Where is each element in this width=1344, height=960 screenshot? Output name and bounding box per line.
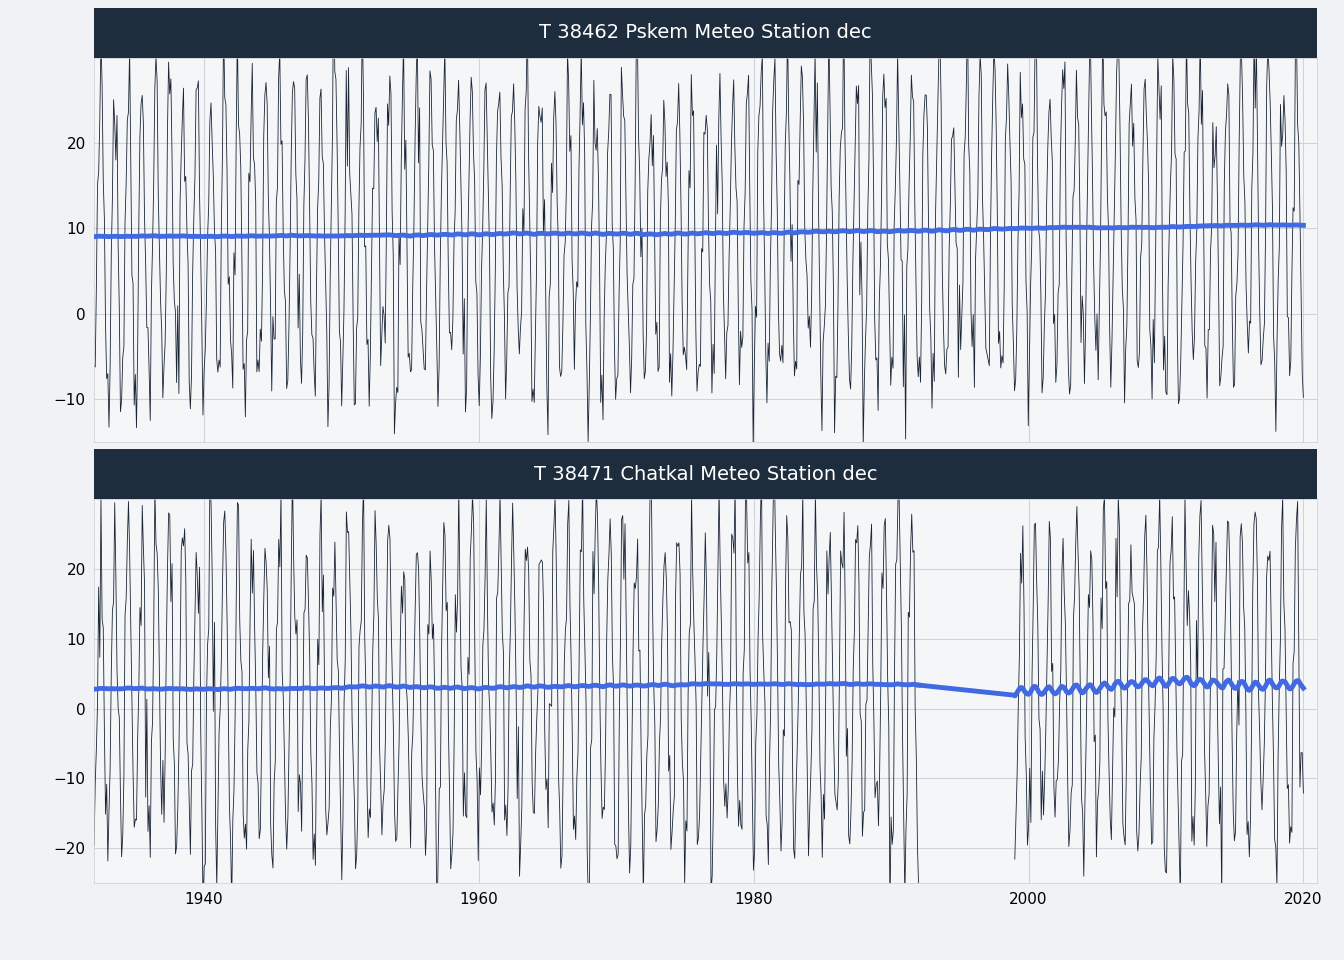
Text: T 38471 Chatkal Meteo Station dec: T 38471 Chatkal Meteo Station dec: [534, 465, 878, 484]
FancyBboxPatch shape: [94, 449, 1317, 499]
FancyBboxPatch shape: [94, 8, 1317, 58]
Text: T 38462 Pskem Meteo Station dec: T 38462 Pskem Meteo Station dec: [539, 23, 872, 42]
